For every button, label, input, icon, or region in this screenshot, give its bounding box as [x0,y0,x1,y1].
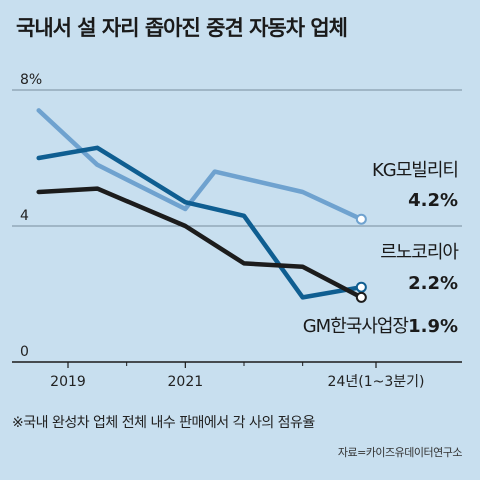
series-end-marker [355,291,367,303]
y-tick-label: 8% [20,72,42,88]
source-note: 자료=카이즈유데이터연구소 [337,446,463,459]
series-name-label: GM한국사업장 [303,316,409,337]
y-tick-label: 4 [20,208,29,224]
series-name-label: KG모빌리티 [372,160,458,181]
series-value-label: 4.2% [408,190,458,211]
chart-title: 국내서 설 자리 좁아진 중견 자동차 업체 [16,16,348,40]
y-tick-label: 0 [20,344,29,360]
series-line-0 [36,108,364,222]
series-end-marker [355,213,367,225]
x-axis: 2019 2021 24년(1~3분기) [12,361,462,390]
x-tick-label: 2019 [50,374,86,390]
footnote: ※국내 완성차 업체 전체 내수 판매에서 각 사의 점유율 [12,415,315,431]
series-line-1 [36,145,364,300]
series-labels: KG모빌리티 4.2% 르노코리아 2.2% GM한국사업장 1.9% [303,160,461,337]
gridlines [12,89,462,227]
series-name-label: 르노코리아 [380,242,459,263]
series-value-label: 2.2% [408,273,458,294]
series-lines [36,108,367,303]
series-value-label: 1.9% [408,316,458,337]
x-tick-label: 2021 [168,374,204,390]
series-end-marker [355,281,367,293]
x-tick-label: 24년(1~3분기) [328,374,425,390]
y-axis-ticks: 0 4 8% [20,72,42,360]
series-line-2 [36,186,364,300]
